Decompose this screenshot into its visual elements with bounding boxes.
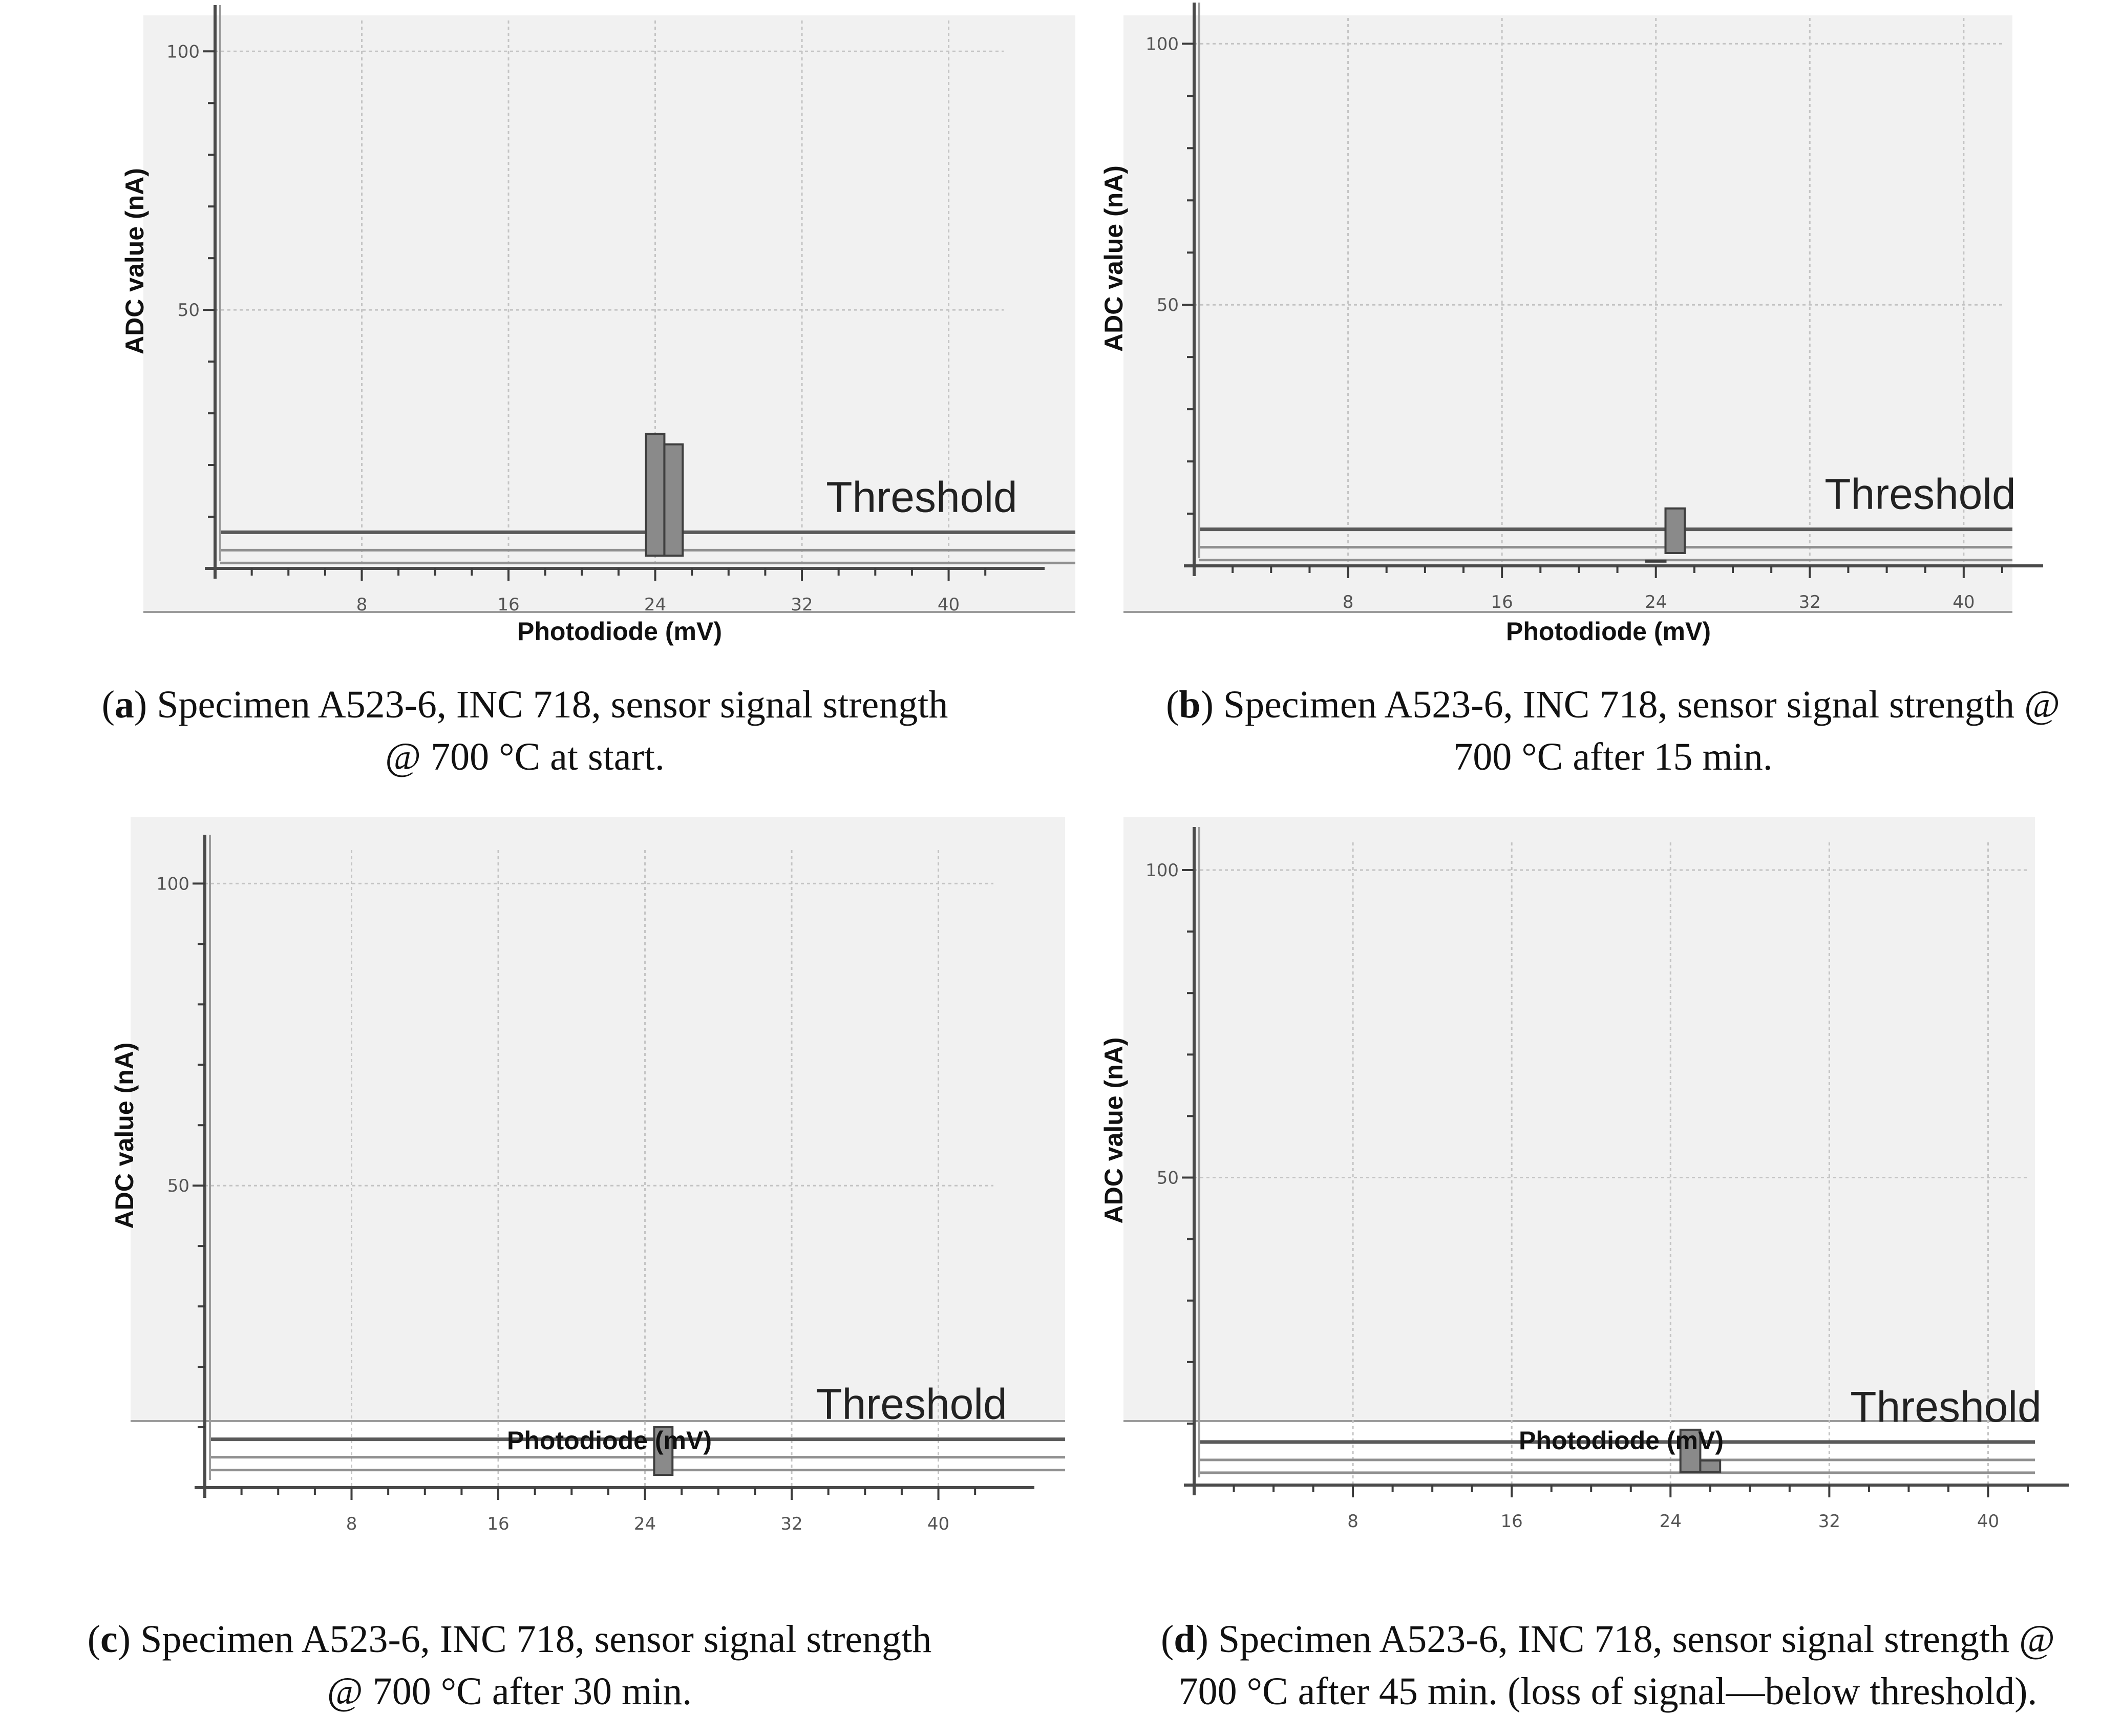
chart-c-x-tick-label-40: 40 — [927, 1514, 949, 1534]
chart-a-y-tick-label-50: 50 — [178, 300, 200, 321]
chart-a-x-tick-label-32: 32 — [791, 595, 813, 615]
chart-a-plot-area — [143, 15, 1075, 612]
chart-b-x-tick-label-32: 32 — [1799, 592, 1821, 612]
chart-d-bar-1 — [1699, 1459, 1722, 1474]
chart-a-threshold-label: Threshold — [826, 473, 1017, 521]
chart-d-x-axis-title: Photodiode (mV) — [1519, 1426, 1724, 1455]
chart-c-bar-0 — [653, 1426, 674, 1476]
chart-d-x-tick-label-40: 40 — [1977, 1511, 1999, 1532]
chart-a-x-tick-label-16: 16 — [497, 595, 519, 615]
chart-d-bar-0 — [1679, 1428, 1702, 1473]
caption-c: (c) Specimen A523-6, INC 718, sensor sig… — [87, 1618, 932, 1713]
chart-b-threshold-label: Threshold — [1824, 470, 2016, 518]
chart-c-x-tick-label-8: 8 — [346, 1514, 357, 1534]
chart-a-x-axis-title: Photodiode (mV) — [517, 617, 722, 646]
chart-a-x-tick-label-24: 24 — [644, 595, 666, 615]
chart-d-x-tick-label-8: 8 — [1347, 1511, 1359, 1532]
chart-d-x-tick-label-16: 16 — [1501, 1511, 1523, 1532]
chart-c-threshold-label: Threshold — [816, 1380, 1007, 1428]
chart-b-plot-area — [1123, 15, 2012, 612]
chart-a-svg: 8 16 24 32 40 50 100 Photodiode (mV) ADC value (… — [120, 5, 1075, 646]
chart-panel-a: 8 16 24 32 40 50 100 Photodiode (mV) ADC value (… — [0, 0, 1075, 778]
chart-a-bar-0 — [645, 433, 666, 557]
chart-b-svg: 8 16 24 32 40 50 100 Photodiode (mV) ADC value (… — [1099, 3, 2043, 646]
caption-b: (b) Specimen A523-6, INC 718, sensor sig… — [1165, 683, 2061, 778]
chart-panel-d: 8 16 24 32 40 50 100 Photodiode (mV) ADC value (… — [1099, 809, 2122, 1713]
chart-b-x-axis-title: Photodiode (mV) — [1506, 617, 1711, 646]
chart-c-x-tick-label-16: 16 — [487, 1514, 509, 1534]
chart-b-bar-1 — [1645, 559, 1667, 563]
chart-b-y-axis-title: ADC value (nA) — [1099, 165, 1128, 352]
chart-d-y-axis-title: ADC value (nA) — [1099, 1038, 1128, 1224]
chart-c-y-tick-label-50: 50 — [167, 1176, 189, 1196]
chart-b-x-tick-label-16: 16 — [1491, 592, 1513, 612]
chart-d-svg: 8 16 24 32 40 50 100 Photodiode (mV) ADC value (… — [1099, 817, 2069, 1532]
chart-b-x-tick-label-24: 24 — [1645, 592, 1667, 612]
chart-d-x-tick-label-24: 24 — [1660, 1511, 1682, 1532]
chart-a-x-tick-label-40: 40 — [938, 595, 960, 615]
chart-a-y-axis-title: ADC value (nA) — [120, 168, 149, 354]
chart-c-x-axis-title: Photodiode (mV) — [507, 1426, 712, 1455]
chart-a-x-tick-label-8: 8 — [356, 595, 368, 615]
chart-c-plot-area — [131, 817, 1065, 1421]
chart-b-y-tick-label-50: 50 — [1157, 295, 1179, 315]
chart-d-threshold-label: Threshold — [1850, 1383, 2042, 1431]
chart-d-y-tick-label-100: 100 — [1145, 860, 1179, 881]
chart-d-plot-area — [1123, 817, 2035, 1421]
caption-a: (a) Specimen A523-6, INC 718, sensor sig… — [101, 683, 948, 778]
chart-b-y-tick-label-100: 100 — [1145, 34, 1179, 54]
chart-c-y-tick-label-100: 100 — [156, 874, 189, 894]
chart-d-y-tick-label-50: 50 — [1157, 1168, 1179, 1189]
chart-c-y-axis-title: ADC value (nA) — [110, 1043, 139, 1229]
chart-b-x-tick-label-8: 8 — [1343, 592, 1354, 612]
chart-a-bar-1 — [663, 443, 684, 557]
chart-c-x-tick-label-24: 24 — [634, 1514, 656, 1534]
chart-a-y-tick-label-100: 100 — [166, 41, 200, 62]
chart-b-x-tick-label-40: 40 — [1953, 592, 1975, 612]
chart-panel-b: 8 16 24 32 40 50 100 Photodiode (mV) ADC value (… — [1099, 0, 2122, 778]
chart-panel-c: 8 16 24 32 40 50 100 Photodiode (mV) ADC value (… — [0, 809, 1075, 1713]
chart-c-x-tick-label-32: 32 — [780, 1514, 802, 1534]
chart-b-bar-0 — [1664, 507, 1686, 554]
caption-d: (d) Specimen A523-6, INC 718, sensor sig… — [1160, 1618, 2055, 1713]
chart-c-svg: 8 16 24 32 40 50 100 Photodiode (mV) ADC value (… — [110, 817, 1065, 1534]
chart-d-x-tick-label-32: 32 — [1818, 1511, 1840, 1532]
